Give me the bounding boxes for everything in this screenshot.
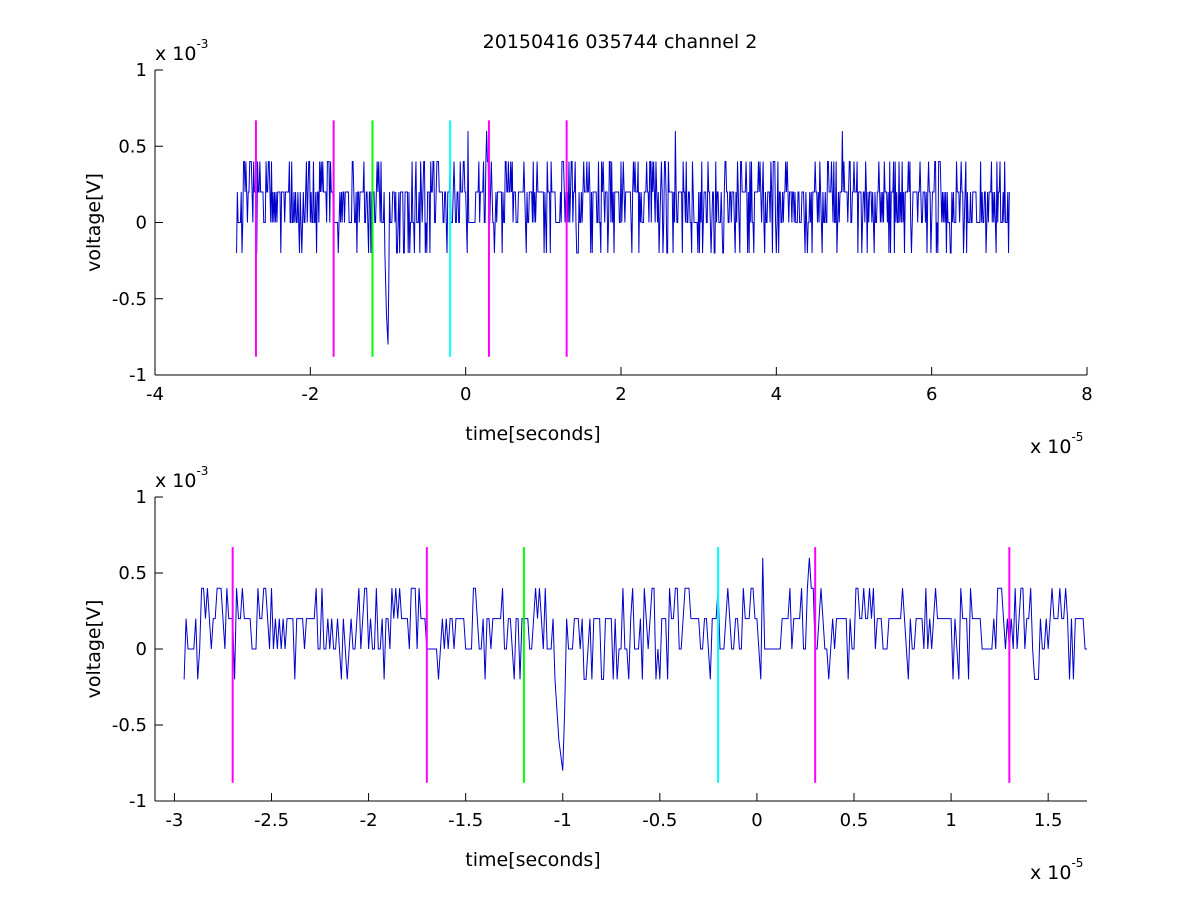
signal-trace [236, 130, 1010, 345]
y-multiplier: x 10-3 [155, 37, 208, 65]
x-tick-label: -3 [165, 810, 183, 831]
y-axis-label: voltage[V] [83, 600, 105, 699]
y-tick-label: -1 [129, 365, 147, 386]
x-tick-label: 1 [945, 810, 956, 831]
y-tick-label: 0.5 [118, 136, 147, 157]
bottom-axes: -3 -2.5 -2 -1.5 -1 -0.5 0 0.5 1 1.5 1 0.5 0 -0.5 -1 x 1… [83, 464, 1088, 884]
x-tick-label: -0.5 [642, 810, 677, 831]
x-tick-label: 0.5 [840, 810, 869, 831]
y-multiplier: x 10-3 [155, 464, 208, 492]
y-tick-label: 1 [136, 60, 147, 81]
x-tick-label: -2 [360, 810, 378, 831]
x-tick-label: 2 [615, 384, 626, 405]
x-tick-label: -4 [146, 384, 164, 405]
x-tick-label: -1 [554, 810, 572, 831]
figure-title: 20150416 035744 channel 2 [483, 31, 758, 53]
y-tick-label: 0.5 [118, 563, 147, 584]
x-multiplier: x 10-5 [1030, 856, 1083, 884]
signal-trace [183, 557, 1087, 771]
x-tick-label: 0 [460, 384, 471, 405]
y-axis-label: voltage[V] [83, 173, 105, 272]
y-tick-label: 1 [136, 487, 147, 508]
x-tick-label: 8 [1081, 384, 1092, 405]
x-tick-label: 6 [926, 384, 937, 405]
x-axis-label: time[seconds] [465, 849, 600, 871]
x-multiplier: x 10-5 [1030, 430, 1083, 458]
y-tick-label: -0.5 [112, 289, 147, 310]
x-tick-label: 4 [771, 384, 782, 405]
x-tick-label: -1.5 [448, 810, 483, 831]
x-tick-label: -2 [301, 384, 319, 405]
y-tick-label: -1 [129, 791, 147, 812]
y-tick-label: 0 [136, 639, 147, 660]
y-tick-label: -0.5 [112, 715, 147, 736]
x-tick-label: 1.5 [1034, 810, 1063, 831]
x-axis-label: time[seconds] [465, 423, 600, 445]
x-tick-label: 0 [751, 810, 762, 831]
y-tick-label: 0 [136, 213, 147, 234]
x-tick-label: -2.5 [254, 810, 289, 831]
top-axes: -4 -2 0 2 4 6 8 1 0.5 0 -0.5 -1 x 10-3 x 10-5 time[sec… [83, 37, 1093, 458]
